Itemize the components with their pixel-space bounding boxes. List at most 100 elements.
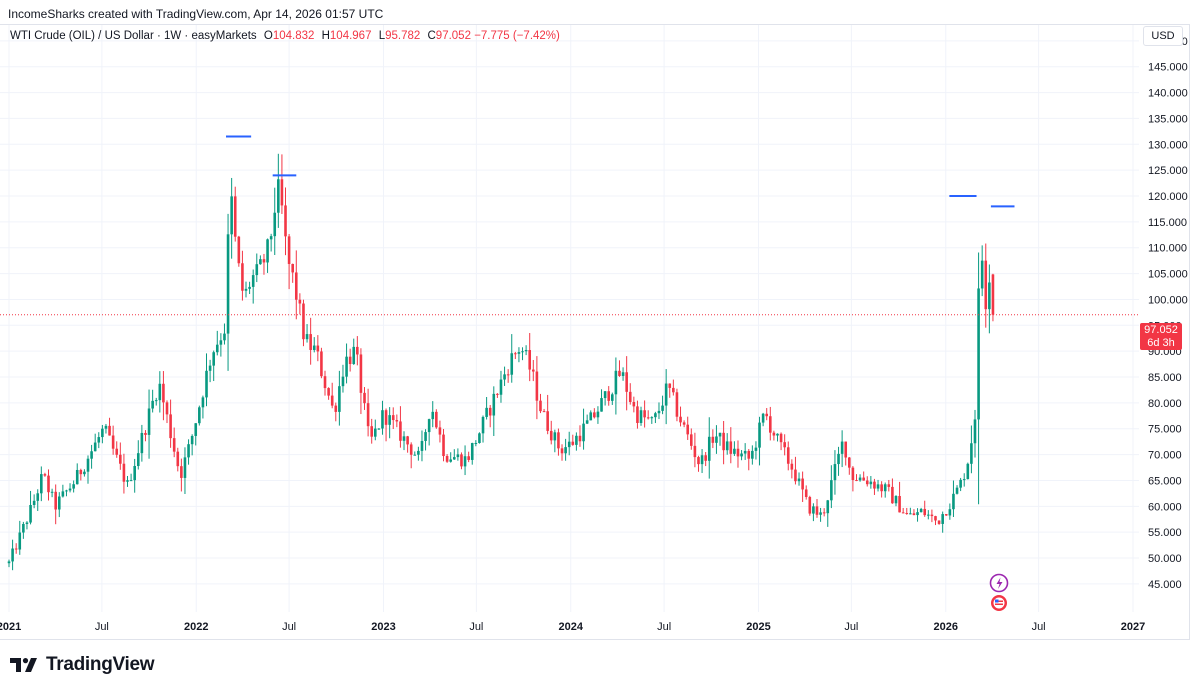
candle-body xyxy=(769,416,772,433)
candle-body xyxy=(962,479,966,481)
candle-body xyxy=(158,383,162,401)
candle-body xyxy=(596,411,600,418)
candle-body xyxy=(119,454,122,464)
candle-body xyxy=(607,391,611,401)
candle-body xyxy=(973,419,977,444)
candle-body xyxy=(97,437,101,443)
candle-body xyxy=(65,490,68,492)
candle-body xyxy=(356,346,359,355)
candle-body xyxy=(919,508,923,513)
candle-body xyxy=(539,400,542,412)
candle-body xyxy=(650,417,654,419)
candle-body xyxy=(86,458,90,472)
candle-body xyxy=(668,383,672,388)
candle-body xyxy=(449,459,452,462)
candle-body xyxy=(287,236,291,264)
grid xyxy=(0,25,1139,612)
candle-body xyxy=(22,523,25,533)
brand-wordmark: TradingView xyxy=(46,654,155,675)
x-tick-label: 2025 xyxy=(746,621,770,633)
candle-body xyxy=(14,548,18,550)
y-tick-label: 105.000 xyxy=(1148,269,1188,281)
y-tick-label: 100.000 xyxy=(1148,294,1188,306)
candle-body xyxy=(122,463,126,482)
candle-body xyxy=(237,236,241,264)
candle-body xyxy=(54,491,57,510)
candle-body xyxy=(646,417,650,419)
candle-body xyxy=(230,196,233,235)
candle-body xyxy=(837,453,840,465)
candle-body xyxy=(302,303,305,340)
candle-body xyxy=(887,484,891,487)
candle-body xyxy=(503,374,506,380)
candle-body xyxy=(219,340,223,345)
candle-body xyxy=(61,491,65,497)
candle-body xyxy=(478,433,481,444)
events-icons[interactable] xyxy=(989,573,1009,612)
candle-body xyxy=(241,263,244,291)
candle-body xyxy=(330,395,334,406)
candle-body xyxy=(654,413,657,418)
chart-frame[interactable] xyxy=(0,24,1190,640)
y-tick-label: 70.000 xyxy=(1148,450,1182,462)
candle-body xyxy=(248,286,251,289)
candle-body xyxy=(255,264,259,276)
candle-body xyxy=(151,400,154,409)
candle-body xyxy=(927,514,930,516)
candle-body xyxy=(269,236,273,240)
low-label: L xyxy=(378,30,386,42)
candle-body xyxy=(36,493,40,501)
y-tick-label: 110.000 xyxy=(1148,243,1187,255)
candle-body xyxy=(675,392,679,417)
candle-body xyxy=(901,512,905,514)
y-tick-label: 65.000 xyxy=(1148,475,1182,487)
candle-body xyxy=(226,234,230,334)
candle-body xyxy=(758,422,761,448)
candle-body xyxy=(991,274,995,315)
candle-body xyxy=(797,478,801,482)
currency-selector[interactable]: USD xyxy=(1143,26,1183,46)
candle-body xyxy=(812,506,815,514)
x-tick-label: 2023 xyxy=(371,621,395,633)
y-axis: 45.000 50.000 55.000 60.000 65.000 70.000 75.0… xyxy=(1148,36,1188,591)
candle-body xyxy=(305,334,309,340)
candle-body xyxy=(136,453,140,466)
candle-body xyxy=(980,260,984,289)
candle-body xyxy=(575,435,578,445)
candle-body xyxy=(776,433,779,436)
candle-body xyxy=(715,436,718,443)
candle-body xyxy=(600,398,603,412)
candle-body xyxy=(424,432,427,441)
candle-body xyxy=(848,457,851,468)
candle-body xyxy=(984,260,988,310)
candle-body xyxy=(941,514,944,524)
candle-body xyxy=(664,383,668,406)
x-tick-label: Jul xyxy=(95,621,109,633)
candle-body xyxy=(194,423,198,436)
candle-body xyxy=(704,455,707,461)
tradingview-logo-icon xyxy=(10,658,37,672)
candle-body xyxy=(923,508,927,516)
candle-body xyxy=(485,407,488,417)
tradingview-logo[interactable]: TradingView xyxy=(10,654,155,676)
close-value: 97.052 xyxy=(435,30,471,42)
candle-body xyxy=(553,432,557,441)
candle-body xyxy=(988,282,991,310)
x-tick-label: 2022 xyxy=(184,621,208,633)
candle-body xyxy=(909,513,912,515)
candle-body xyxy=(761,413,765,423)
candle-body xyxy=(481,416,485,434)
open-label: O xyxy=(263,30,273,42)
change-value: −7.775 (−7.42%) xyxy=(474,30,560,42)
candle-body xyxy=(348,356,352,365)
candle-body xyxy=(40,474,43,494)
candle-body xyxy=(944,514,948,516)
candle-body xyxy=(517,352,521,354)
candle-body xyxy=(280,179,284,206)
candle-body xyxy=(68,488,72,491)
candle-body xyxy=(521,351,524,353)
candle-body xyxy=(672,387,675,393)
y-tick-label: 55.000 xyxy=(1148,527,1182,539)
candle-body xyxy=(661,405,664,411)
